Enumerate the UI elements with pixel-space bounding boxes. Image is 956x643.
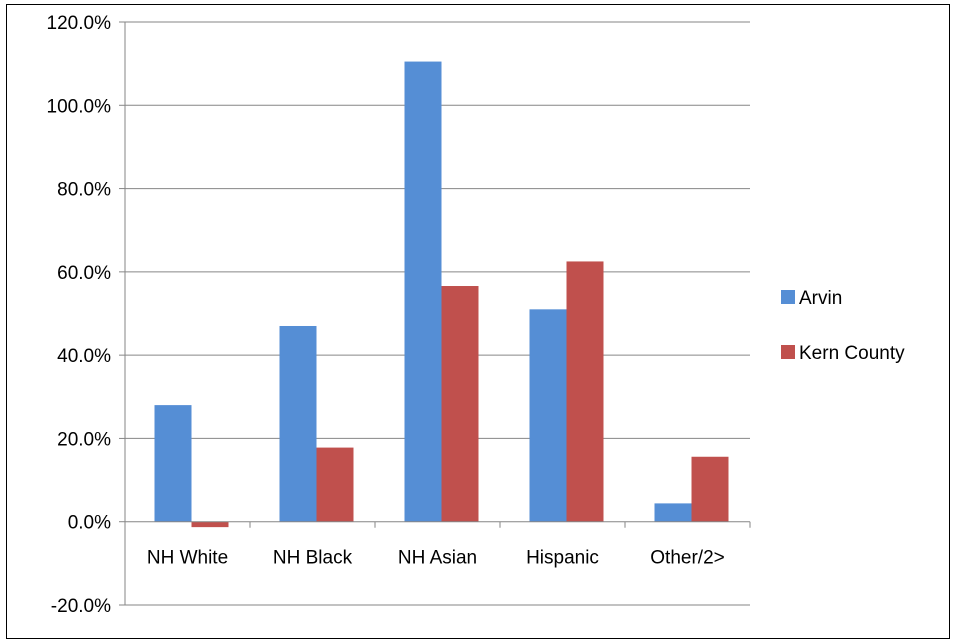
legend-label: Arvin bbox=[799, 288, 842, 309]
y-tick-label: 20.0% bbox=[57, 429, 111, 450]
bar-kern-county-4 bbox=[691, 456, 729, 522]
legend-label: Kern County bbox=[799, 343, 905, 364]
x-category-label: NH Asian bbox=[398, 548, 477, 569]
y-tick-label: -20.0% bbox=[51, 596, 111, 617]
y-tick-label: 80.0% bbox=[57, 180, 111, 201]
x-category-label: NH Black bbox=[273, 548, 353, 569]
legend: Arvin Kern County bbox=[781, 288, 905, 364]
bar-kern-county-2 bbox=[441, 286, 479, 522]
axes bbox=[119, 21, 751, 606]
axis-labels: -20.0% 0.0% 20.0% 40.0% 60.0% 80.0% 100.0% 120.… bbox=[47, 13, 725, 617]
y-tick-label: 100.0% bbox=[47, 96, 112, 117]
x-category-label: NH White bbox=[147, 548, 228, 569]
bars bbox=[154, 61, 729, 528]
bar-kern-county-1 bbox=[316, 447, 354, 522]
bar-arvin-0 bbox=[154, 405, 192, 522]
y-tick-label: 120.0% bbox=[47, 13, 112, 34]
bar-kern-county-3 bbox=[566, 261, 604, 522]
legend-swatch bbox=[781, 290, 795, 304]
bar-arvin-1 bbox=[279, 325, 317, 522]
y-tick-label: 0.0% bbox=[68, 513, 111, 534]
bar-kern-county-0 bbox=[191, 521, 229, 528]
y-tick-label: 60.0% bbox=[57, 263, 111, 284]
bar-arvin-3 bbox=[529, 309, 567, 522]
bar-arvin-4 bbox=[654, 503, 692, 522]
x-category-label: Hispanic bbox=[526, 548, 599, 569]
x-category-label: Other/2> bbox=[650, 548, 724, 569]
y-tick-label: 40.0% bbox=[57, 346, 111, 367]
legend-swatch bbox=[781, 345, 795, 359]
bar-arvin-2 bbox=[404, 61, 442, 522]
